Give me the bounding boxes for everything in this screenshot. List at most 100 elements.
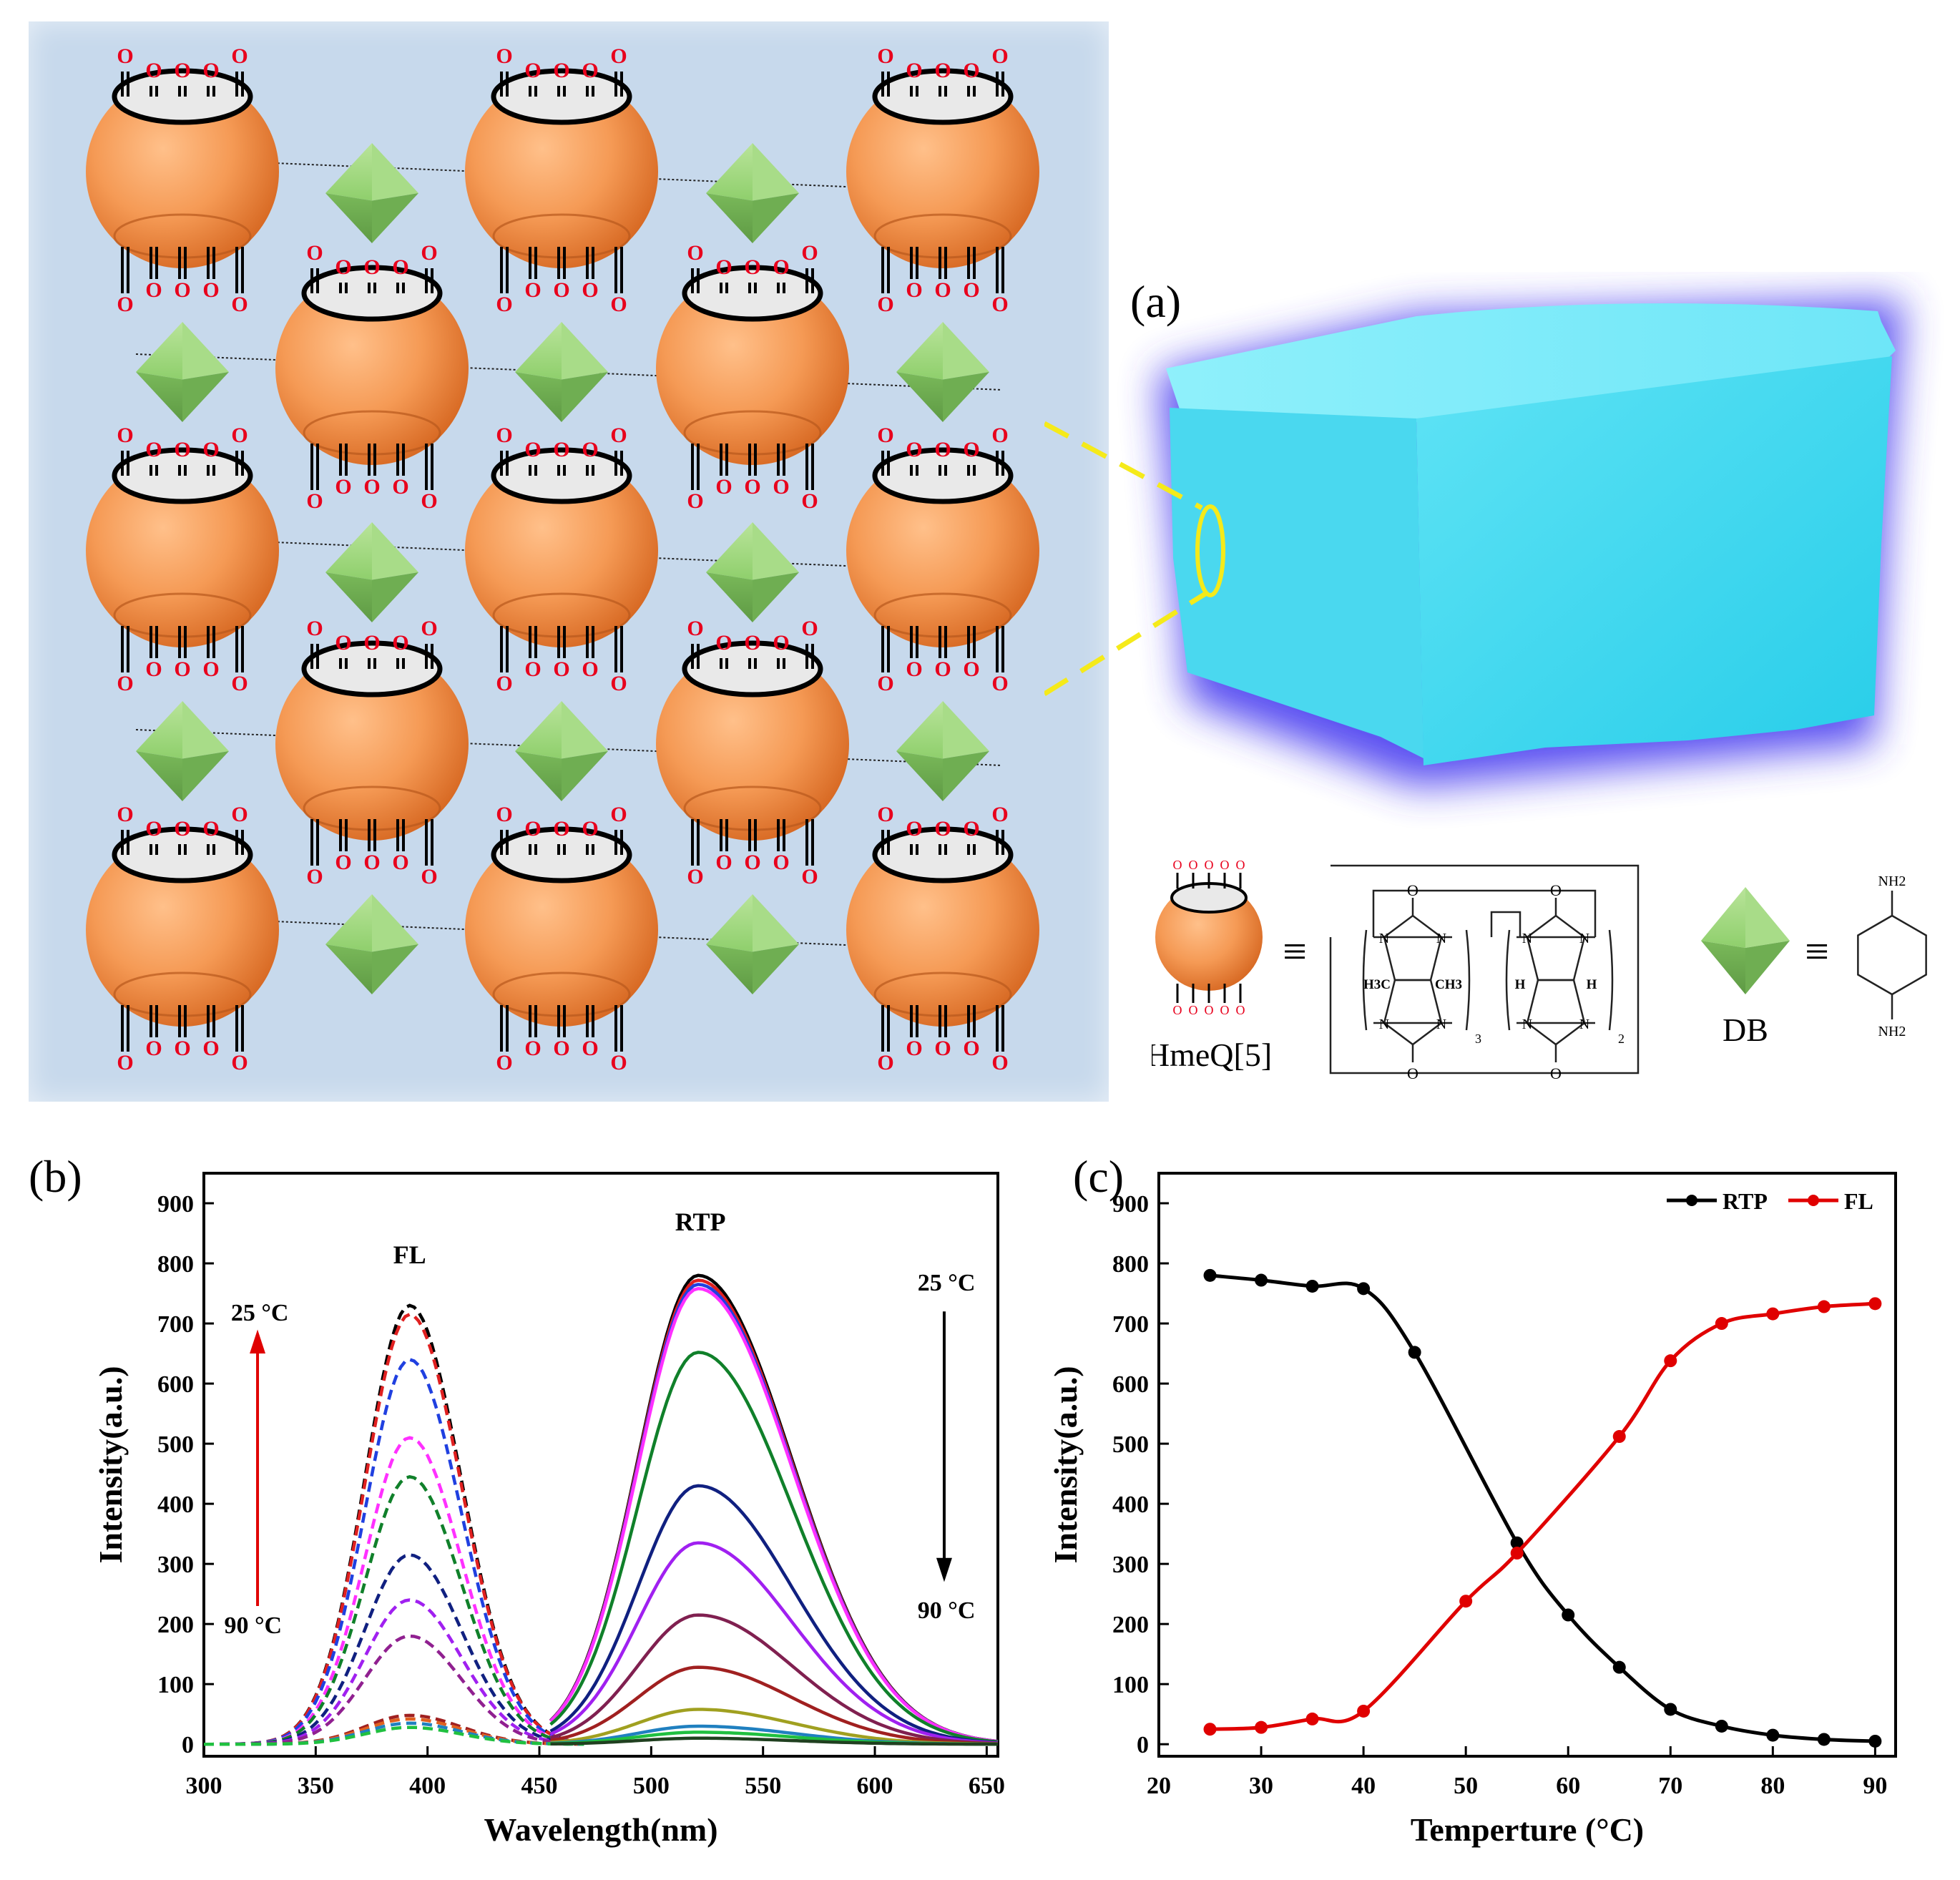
oxygen-label: O — [335, 631, 351, 655]
series-line — [1210, 1273, 1876, 1743]
oxygen-label: O — [174, 817, 190, 841]
data-point — [1255, 1273, 1268, 1287]
oxygen-label: O — [582, 817, 598, 841]
rtp-top-temp: 25 °C — [918, 1270, 976, 1296]
db-octahedron — [896, 322, 989, 422]
legend-oxygen: O — [1236, 858, 1245, 872]
oxygen-label: O — [524, 657, 541, 681]
data-point — [1715, 1317, 1728, 1331]
oxygen-label: O — [363, 851, 380, 874]
oxygen-label: O — [963, 817, 979, 841]
db-octahedron — [706, 894, 799, 994]
chart-b-xtick-label: 500 — [633, 1773, 670, 1799]
atom-substituent: H3C — [1363, 977, 1391, 992]
oct-face — [706, 143, 753, 201]
db-octahedron — [706, 522, 799, 622]
chart-b-ytick-label: 400 — [157, 1492, 194, 1518]
chart-b-xtick-label: 400 — [409, 1773, 446, 1799]
db-octahedron — [706, 143, 799, 243]
legend-sphere-body — [1155, 883, 1263, 991]
oxygen-label: O — [991, 44, 1008, 68]
oxygen-label: O — [421, 865, 437, 888]
oct-face — [562, 372, 608, 422]
chart-b-xtick-label: 600 — [857, 1773, 893, 1799]
oxygen-label: O — [117, 293, 133, 316]
sphere-bottom-portal — [683, 785, 822, 831]
oct-face — [136, 372, 182, 422]
oxygen-label: O — [553, 438, 569, 461]
oct-face — [136, 751, 182, 801]
oct-face — [1745, 941, 1790, 994]
legend-label: RTP — [1723, 1188, 1768, 1214]
rtp-curve — [549, 1351, 999, 1744]
contact-line — [135, 353, 1002, 391]
oxygen-label: O — [877, 424, 893, 447]
data-point — [1408, 1346, 1421, 1359]
oct-face — [372, 143, 418, 201]
oxygen-label: O — [773, 475, 789, 499]
legend-oxygen: O — [1205, 1003, 1214, 1017]
oxygen-label: O — [524, 817, 541, 841]
subscript-3: 3 — [1475, 1032, 1481, 1046]
sphere-top-portal — [872, 447, 1014, 504]
chart-c-xtick-label: 40 — [1351, 1773, 1376, 1799]
oxygen-label: O — [145, 1037, 162, 1060]
oxygen-label: O — [524, 59, 541, 82]
oxygen-label: O — [744, 851, 760, 874]
db-octahedron — [515, 701, 608, 801]
legend-equiv-symbol: ≡ — [1805, 928, 1829, 975]
oct-face — [1701, 887, 1745, 948]
legend-label: FL — [1844, 1188, 1873, 1214]
oxygen-label: O — [934, 817, 951, 841]
ring — [1383, 979, 1443, 1046]
sphere-top-portal — [491, 826, 632, 883]
chart-c-xlabel: Temperture (°C) — [1411, 1811, 1644, 1848]
chart-b-ytick-label: 500 — [157, 1431, 194, 1458]
fl-series-group — [204, 1303, 584, 1746]
legend-db-label: DB — [1723, 1012, 1768, 1048]
data-point — [1766, 1307, 1780, 1321]
rtp-arrow-head — [936, 1557, 952, 1582]
oxygen-label: O — [963, 1037, 979, 1060]
oxygen-label: O — [715, 631, 732, 655]
block-top-face — [1166, 303, 1896, 422]
chart-c-ytick-label: 100 — [1112, 1672, 1149, 1698]
legend-marker — [1808, 1195, 1819, 1206]
structure-frame — [1372, 889, 1597, 937]
chart-c-xtick-label: 70 — [1658, 1773, 1682, 1799]
rtp-curve — [549, 1287, 999, 1743]
rtp-series-group — [549, 1273, 999, 1746]
data-point — [1305, 1279, 1319, 1293]
rtp-curve — [549, 1541, 999, 1745]
oct-face — [562, 751, 608, 801]
oxygen-label: O — [582, 278, 598, 302]
atom-n: N — [1436, 1017, 1446, 1032]
oxygen-label: O — [553, 817, 569, 841]
oct-face — [515, 372, 562, 422]
series-fl — [1203, 1297, 1882, 1736]
sphere-top-portal — [301, 640, 443, 697]
oct-face — [753, 522, 799, 580]
oct-face — [372, 944, 418, 994]
db-octahedron — [515, 322, 608, 422]
oxygen-label: O — [773, 851, 789, 874]
chart-c-ytick-label: 200 — [1112, 1612, 1149, 1638]
oxygen-label: O — [991, 803, 1008, 826]
oxygen-label: O — [553, 657, 569, 681]
series-line — [1210, 1301, 1876, 1731]
sphere-top-portal — [682, 640, 823, 697]
data-point — [1664, 1354, 1677, 1368]
chart-c-xtick-label: 90 — [1863, 1773, 1887, 1799]
oct-face — [943, 701, 989, 759]
data-point — [1766, 1728, 1780, 1742]
oxygen-label: O — [117, 44, 133, 68]
oxygen-label: O — [687, 865, 703, 888]
sphere-bottom-portal — [492, 592, 631, 638]
chart-c-ylabel: Intensity(a.u.) — [1047, 1366, 1084, 1563]
atom-substituent: H — [1515, 977, 1526, 992]
data-point — [1510, 1547, 1524, 1560]
atom-o: O — [1407, 881, 1418, 899]
